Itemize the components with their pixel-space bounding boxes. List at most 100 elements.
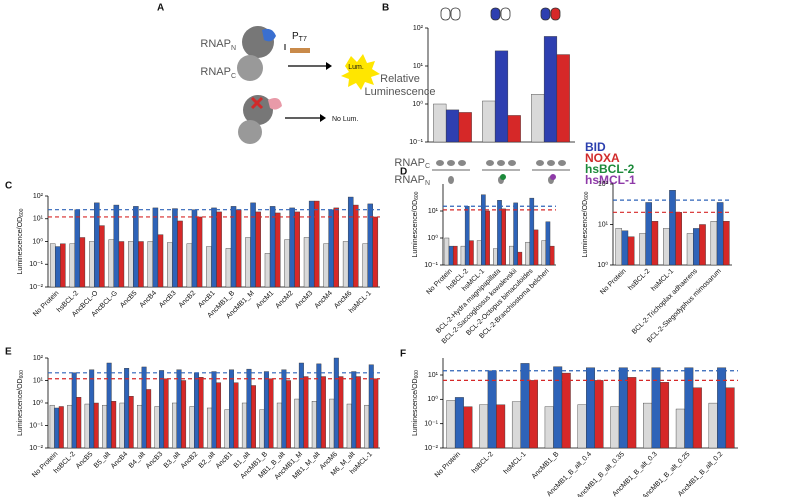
y-tick-label: 10⁰: [597, 261, 608, 269]
bar: [494, 50, 509, 143]
legend-entry: BID: [585, 140, 606, 154]
bar: [651, 221, 659, 266]
bar: [699, 224, 706, 266]
x-tick-label: No Protein: [31, 451, 59, 479]
bar: [433, 103, 447, 143]
bar: [717, 367, 727, 449]
bar: [577, 404, 587, 449]
rnap-text: RNAP: [200, 38, 231, 50]
panel-label: A: [157, 3, 164, 14]
y-label-text: Luminescence/OD: [17, 378, 24, 436]
x-tick-label: AncB5: [75, 451, 95, 471]
bar: [485, 210, 490, 266]
bar: [172, 208, 178, 288]
y-axis-label: Luminescence: [365, 86, 436, 98]
bar: [269, 206, 276, 288]
bar: [479, 404, 489, 449]
bar: [610, 406, 620, 449]
x-tick-label: AncM4: [314, 290, 334, 310]
bar: [347, 196, 354, 288]
bar: [501, 208, 506, 266]
bar: [233, 382, 239, 449]
bar: [594, 380, 604, 449]
bar: [481, 194, 486, 266]
bar: [224, 409, 230, 449]
bar: [639, 233, 646, 266]
bar: [285, 380, 291, 449]
bar: [137, 404, 143, 449]
bar: [517, 251, 523, 266]
bar: [251, 385, 256, 449]
y-tick-label: 10¹: [598, 221, 609, 228]
bar: [263, 371, 269, 449]
x-tick-label: No Protein: [599, 268, 627, 296]
x-tick-label: AncMB1_B: [531, 451, 561, 481]
bar: [229, 369, 234, 449]
bar: [469, 240, 474, 266]
bar: [89, 241, 95, 288]
bar: [531, 94, 545, 143]
bar: [615, 228, 623, 266]
bar: [513, 202, 518, 266]
bar: [553, 366, 563, 449]
bar: [246, 368, 252, 449]
bar: [211, 207, 217, 288]
bar: [163, 378, 169, 449]
bar: [686, 233, 694, 266]
bar: [545, 221, 551, 266]
bar: [84, 403, 90, 449]
x-tick-label: AncB4: [110, 451, 130, 471]
bar: [303, 376, 309, 449]
bar: [311, 401, 317, 449]
bar: [454, 397, 464, 449]
bar: [176, 369, 182, 449]
bar: [274, 212, 281, 288]
y-tick-label: 10⁻²: [29, 445, 43, 452]
bar: [102, 404, 108, 449]
x-tick-label: B4_alt: [128, 451, 147, 470]
bar: [362, 243, 368, 288]
bar: [692, 387, 702, 449]
y-label-sub: 600: [19, 208, 25, 217]
y-label-text: Luminescence/OD: [412, 378, 419, 436]
rnap-text: RNAP: [200, 66, 231, 78]
bar: [476, 240, 482, 266]
bar: [255, 211, 261, 288]
rnap-c-label: RNAPC: [200, 66, 236, 80]
bar: [464, 206, 470, 266]
bar: [76, 397, 82, 449]
row-label-text: RNAP: [394, 157, 425, 169]
bar: [167, 242, 173, 288]
bar: [313, 200, 320, 288]
row-label-text: RNAP: [394, 174, 425, 186]
bar: [147, 241, 154, 288]
bar: [338, 376, 344, 449]
bar: [69, 243, 75, 288]
bar: [216, 382, 222, 449]
panel-label: B: [382, 3, 389, 14]
y-label-sub: 600: [414, 370, 420, 379]
bar: [216, 211, 222, 288]
bar: [74, 209, 81, 288]
bar: [529, 197, 535, 266]
x-tick-label: AncB3: [158, 290, 178, 310]
bar: [54, 407, 60, 449]
x-tick-label: hsMCL-1: [503, 451, 528, 476]
panel-label: C: [5, 181, 12, 192]
bar: [294, 211, 300, 288]
bar: [520, 363, 530, 449]
y-axis-label: Luminescence/OD600: [582, 191, 590, 257]
y-tick-label: 10⁻¹: [424, 421, 438, 428]
bar: [49, 243, 56, 288]
bar: [482, 100, 496, 143]
x-tick-label: AncM3: [294, 290, 314, 310]
bar: [448, 245, 454, 266]
bar: [328, 209, 334, 288]
bar: [675, 212, 682, 266]
y-tick-label: 10²: [33, 193, 44, 200]
rnap-n-label: RNAPN: [200, 38, 236, 52]
bar: [373, 378, 379, 449]
bar: [94, 202, 100, 288]
bar: [507, 115, 521, 143]
